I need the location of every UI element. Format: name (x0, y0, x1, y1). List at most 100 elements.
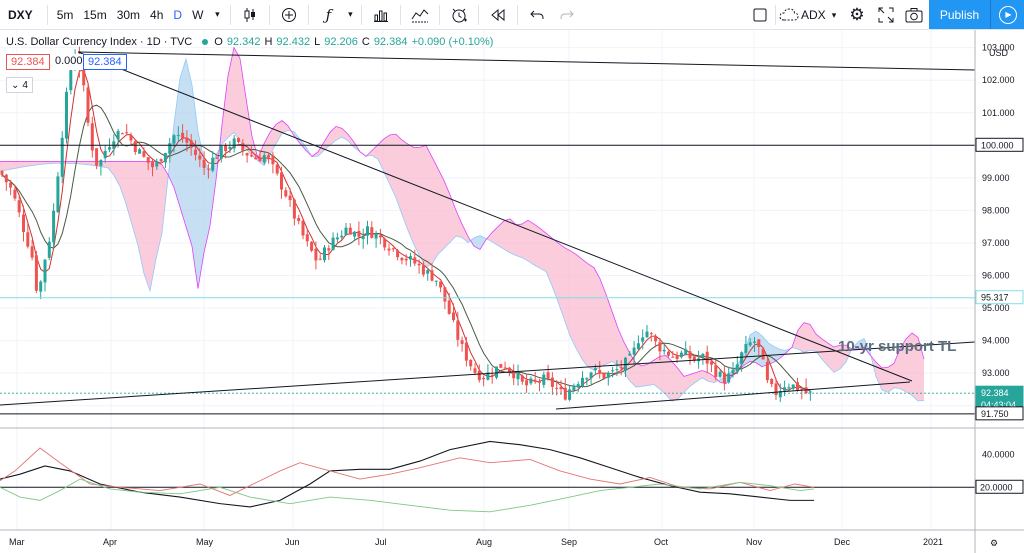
candle-body (490, 374, 494, 376)
symbol-search-button[interactable]: DXY (8, 7, 33, 22)
fullscreen-square-icon[interactable] (745, 0, 775, 30)
gear-icon[interactable]: ⚙ (849, 5, 865, 24)
chart-axes[interactable]: 103.000 102.000 101.000 100.000 99.000 98.000… (0, 30, 1024, 553)
interval-30m-button[interactable]: 30m (116, 7, 141, 22)
interval-15m-button[interactable]: 15m (83, 7, 107, 22)
candle-body (434, 280, 438, 282)
buy-price-box[interactable]: 92.384 (83, 54, 127, 70)
upper-trendline (77, 51, 976, 71)
interval-1d-button[interactable]: D (173, 7, 183, 22)
templates-icon[interactable] (405, 0, 435, 30)
price-axis-tag: 100.000 (975, 137, 1024, 152)
trendline-drawings[interactable]: 10-yr support TL (0, 51, 976, 415)
toolbar-divider (517, 4, 519, 25)
compare-plus-icon[interactable] (274, 0, 304, 30)
interval-5m-button[interactable]: 5m (56, 7, 74, 22)
candle (357, 221, 361, 246)
high-value: 92.432 (276, 36, 311, 48)
candle-body (611, 370, 615, 372)
cloud-segment (882, 367, 888, 393)
replay-icon[interactable] (483, 0, 513, 30)
cloud-segment (678, 368, 684, 399)
candle-body (464, 342, 468, 361)
candle (576, 381, 580, 393)
candle-body (585, 378, 589, 380)
candle-body (404, 258, 408, 261)
candle (86, 84, 90, 127)
candle (464, 336, 468, 367)
fullscreen-icon[interactable] (871, 0, 901, 30)
legend-title[interactable]: U.S. Dollar Currency Index · 1D · TVC (6, 36, 193, 48)
financials-icon[interactable] (366, 0, 396, 30)
low-label: L (314, 36, 321, 48)
candle (727, 366, 731, 384)
chevron-down-icon[interactable]: ▾ (831, 9, 837, 20)
toolbar-divider (230, 4, 232, 25)
candle (267, 152, 271, 164)
price-tick-label: 101.000 (982, 108, 1015, 118)
candle (280, 166, 283, 199)
candle (645, 324, 649, 339)
candle-body (348, 227, 352, 235)
cloud-segment (774, 346, 780, 363)
price-tick-label: 99.000 (982, 173, 1010, 183)
alert-clock-icon[interactable] (444, 0, 474, 30)
cloud-segment (24, 161, 30, 167)
sell-price-box[interactable]: 92.384 (6, 54, 50, 70)
candle (387, 243, 391, 256)
candle-body (774, 383, 778, 396)
cloud-segment (198, 131, 204, 289)
candle (249, 146, 253, 158)
candle (39, 280, 43, 300)
cloud-layout-icon[interactable] (776, 0, 802, 30)
candle (391, 247, 395, 253)
cloud-segment (6, 161, 12, 171)
chart-area[interactable]: 10-yr support TL 103.000102.000101.00010… (0, 30, 1024, 553)
cloud-segment (558, 242, 564, 319)
candle (748, 338, 752, 347)
candle-body (796, 382, 799, 391)
cloud-segment (300, 138, 306, 151)
time-tick-label: Jun (285, 537, 300, 547)
candle-body (692, 356, 696, 361)
candle (490, 367, 494, 384)
interval-4h-button[interactable]: 4h (150, 7, 164, 22)
price-tag-label: 100.000 (981, 140, 1014, 150)
candle-body (658, 342, 662, 352)
candle (722, 366, 726, 391)
candle (460, 336, 464, 352)
redo-icon[interactable] (552, 0, 582, 30)
descending-trendline (77, 51, 913, 382)
candle-body (344, 227, 348, 235)
candle-body (26, 232, 30, 247)
interval-1w-button[interactable]: W (192, 7, 204, 22)
candle (589, 371, 593, 385)
candle-body (503, 367, 507, 369)
candle (525, 374, 529, 393)
indicators-toggle[interactable]: ⌄ 4 (6, 77, 33, 93)
candle (353, 230, 357, 240)
indicators-fx-icon[interactable]: ƒ (325, 5, 332, 24)
price-tick-label: 94.000 (982, 336, 1010, 346)
undo-icon[interactable] (522, 0, 552, 30)
candle (761, 347, 765, 360)
price-tick-label: 102.000 (982, 75, 1015, 85)
camera-icon[interactable] (899, 0, 929, 30)
cloud-segment (474, 235, 480, 250)
chevron-down-icon: ⌄ (11, 79, 20, 91)
candle (654, 333, 658, 348)
candle (0, 169, 4, 178)
layout-name-label[interactable]: ADX (801, 8, 826, 22)
candle (374, 230, 378, 248)
chevron-down-icon[interactable]: ▾ (348, 9, 353, 19)
candle (194, 140, 197, 161)
publish-button[interactable]: Publish (929, 0, 990, 29)
candle-body (138, 149, 142, 154)
play-button[interactable]: ▶ (990, 0, 1024, 29)
candle (361, 228, 365, 249)
low-value: 92.206 (324, 36, 358, 48)
adx-indicator-pane[interactable] (0, 440, 975, 513)
candle (469, 359, 473, 371)
candles-icon[interactable] (235, 0, 265, 30)
chevron-down-icon[interactable]: ▾ (215, 9, 220, 19)
